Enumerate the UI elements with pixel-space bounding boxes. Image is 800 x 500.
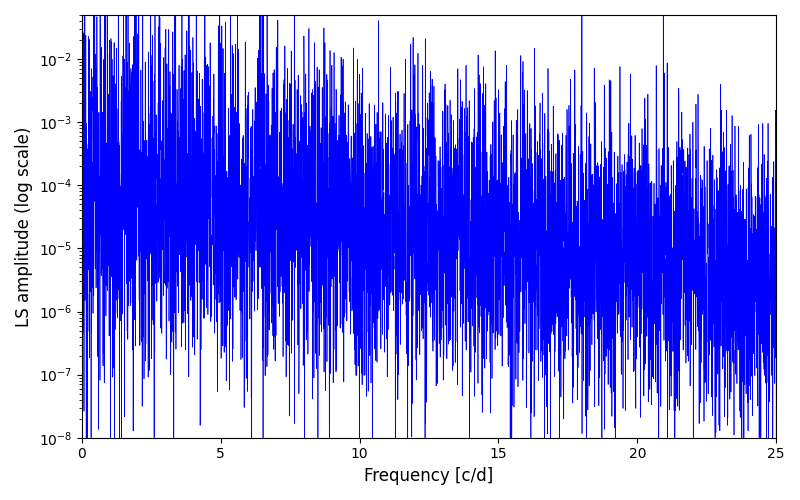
X-axis label: Frequency [c/d]: Frequency [c/d] <box>364 467 494 485</box>
Y-axis label: LS amplitude (log scale): LS amplitude (log scale) <box>15 126 33 326</box>
